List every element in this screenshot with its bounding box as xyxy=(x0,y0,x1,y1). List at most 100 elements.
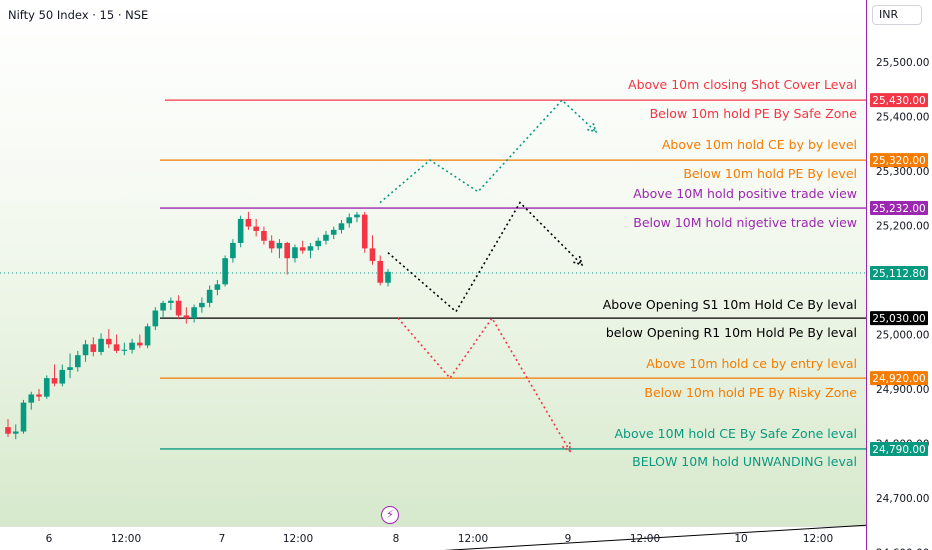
price-badge xyxy=(870,93,928,108)
lightning-icon[interactable]: ⚡ xyxy=(381,506,399,524)
y-tick-label: 24,900.00 xyxy=(876,384,929,396)
candle-body xyxy=(268,240,275,249)
x-tick-label: 8 xyxy=(393,533,400,545)
candle-body xyxy=(144,326,151,346)
price-badge-label: 24,790.00 xyxy=(872,444,925,456)
x-tick-label: 7 xyxy=(219,533,226,545)
level-annotation: Above Opening S1 10m Hold Ce By leval xyxy=(603,297,857,312)
y-tick-label: 25,400.00 xyxy=(876,112,929,124)
candle-body xyxy=(121,349,128,351)
plot-area[interactable] xyxy=(0,0,866,526)
projection-arrowhead xyxy=(561,442,571,453)
candle-body xyxy=(385,271,391,283)
candle-body xyxy=(98,338,104,352)
candle-body xyxy=(206,289,213,303)
candle-body xyxy=(292,247,298,259)
price-badge xyxy=(870,201,928,216)
candle-body xyxy=(245,218,252,227)
candle-body xyxy=(5,427,11,434)
candle-body xyxy=(253,226,259,231)
candle-body xyxy=(261,230,267,241)
level-annotation: Above 10M hold positive trade view xyxy=(633,186,857,201)
time-axis[interactable] xyxy=(0,526,866,550)
candle-body xyxy=(51,378,58,384)
candle-body xyxy=(183,315,190,319)
y-tick-label: 25,200.00 xyxy=(876,221,929,233)
candle-body xyxy=(113,344,120,351)
candle-body xyxy=(338,223,345,230)
candle-body xyxy=(222,258,228,285)
candle-body xyxy=(74,355,81,368)
level-annotation: Below 10m hold PE By level xyxy=(683,166,857,181)
candle-body xyxy=(369,248,376,261)
price-badge xyxy=(870,441,928,456)
candle-body xyxy=(36,394,42,397)
level-annotation: BELOW 10M hold UNWANDING leval xyxy=(632,454,857,469)
x-tick-label: 12:00 xyxy=(283,533,313,545)
projection-path xyxy=(397,316,571,452)
candle-body xyxy=(82,344,89,356)
candle-body xyxy=(43,378,50,397)
candle-body xyxy=(168,300,174,303)
candle-body xyxy=(330,229,337,235)
candle-body xyxy=(346,217,353,224)
projection-path xyxy=(379,99,597,204)
y-tick-label: 25,000.00 xyxy=(876,330,929,342)
x-tick-label: 10 xyxy=(734,533,747,545)
x-tick-label: 9 xyxy=(565,533,572,545)
candle-body xyxy=(28,394,35,403)
level-annotation: Above 10M hold CE By Safe Zone leval xyxy=(614,426,857,441)
projection-arrowhead xyxy=(587,122,598,133)
candle-body xyxy=(230,242,236,259)
y-tick-label: 25,500.00 xyxy=(876,57,929,69)
candle-body xyxy=(191,307,197,319)
candle-body xyxy=(12,431,19,434)
x-tick-label: 12:00 xyxy=(111,533,141,545)
level-annotation: Above 10m hold CE by by level xyxy=(662,137,857,152)
projection-arrowhead xyxy=(573,255,584,266)
price-badge xyxy=(870,311,928,326)
price-badge xyxy=(870,153,928,168)
candle-body xyxy=(299,247,306,251)
x-tick-label: 12:00 xyxy=(803,533,833,545)
candle-body xyxy=(237,218,244,243)
trend-line xyxy=(443,524,867,550)
candle-body xyxy=(20,402,27,432)
x-tick-label: 12:00 xyxy=(630,533,660,545)
currency-selector[interactable]: INR xyxy=(872,5,922,25)
level-annotation: Above 10m closing Shot Cover Leval xyxy=(628,77,857,92)
price-badge-label: 24,920.00 xyxy=(872,373,925,385)
y-tick-label: 25,300.00 xyxy=(876,166,929,178)
price-badge-label: 25,232.00 xyxy=(872,203,925,215)
price-badge-label: 25,320.00 xyxy=(872,155,925,167)
candle-body xyxy=(323,234,329,241)
price-badge-label: 25,430.00 xyxy=(872,95,925,107)
candle-body xyxy=(152,310,159,327)
symbol-title: Nifty 50 Index · 15 · NSE xyxy=(8,8,149,22)
current-price-label: 25,112.80 xyxy=(872,268,925,280)
candle-body xyxy=(59,369,66,384)
candle-body xyxy=(90,344,97,352)
level-annotation: Below 10m hold PE By Risky Zone xyxy=(644,385,857,400)
candle-body xyxy=(354,214,360,218)
candle-body xyxy=(67,367,73,370)
candle-body xyxy=(129,342,135,350)
candle-body xyxy=(307,246,314,251)
candle-body xyxy=(284,242,290,259)
candle-body xyxy=(137,342,143,346)
level-annotation: Below 10M hold nigetive trade view xyxy=(633,215,857,230)
candle-body xyxy=(361,214,368,249)
y-tick-label: 24,600.00 xyxy=(876,548,929,550)
x-tick-label: 6 xyxy=(46,533,53,545)
candle-body xyxy=(199,302,205,308)
candle-body xyxy=(214,284,221,290)
candle-body xyxy=(315,240,322,247)
level-annotation: Above 10m hold ce by entry leval xyxy=(646,356,857,371)
current-price-badge xyxy=(870,266,928,281)
price-badge xyxy=(870,371,928,386)
candle-body xyxy=(160,302,166,311)
x-tick-label: 12:00 xyxy=(458,533,488,545)
candle-body xyxy=(377,260,384,283)
